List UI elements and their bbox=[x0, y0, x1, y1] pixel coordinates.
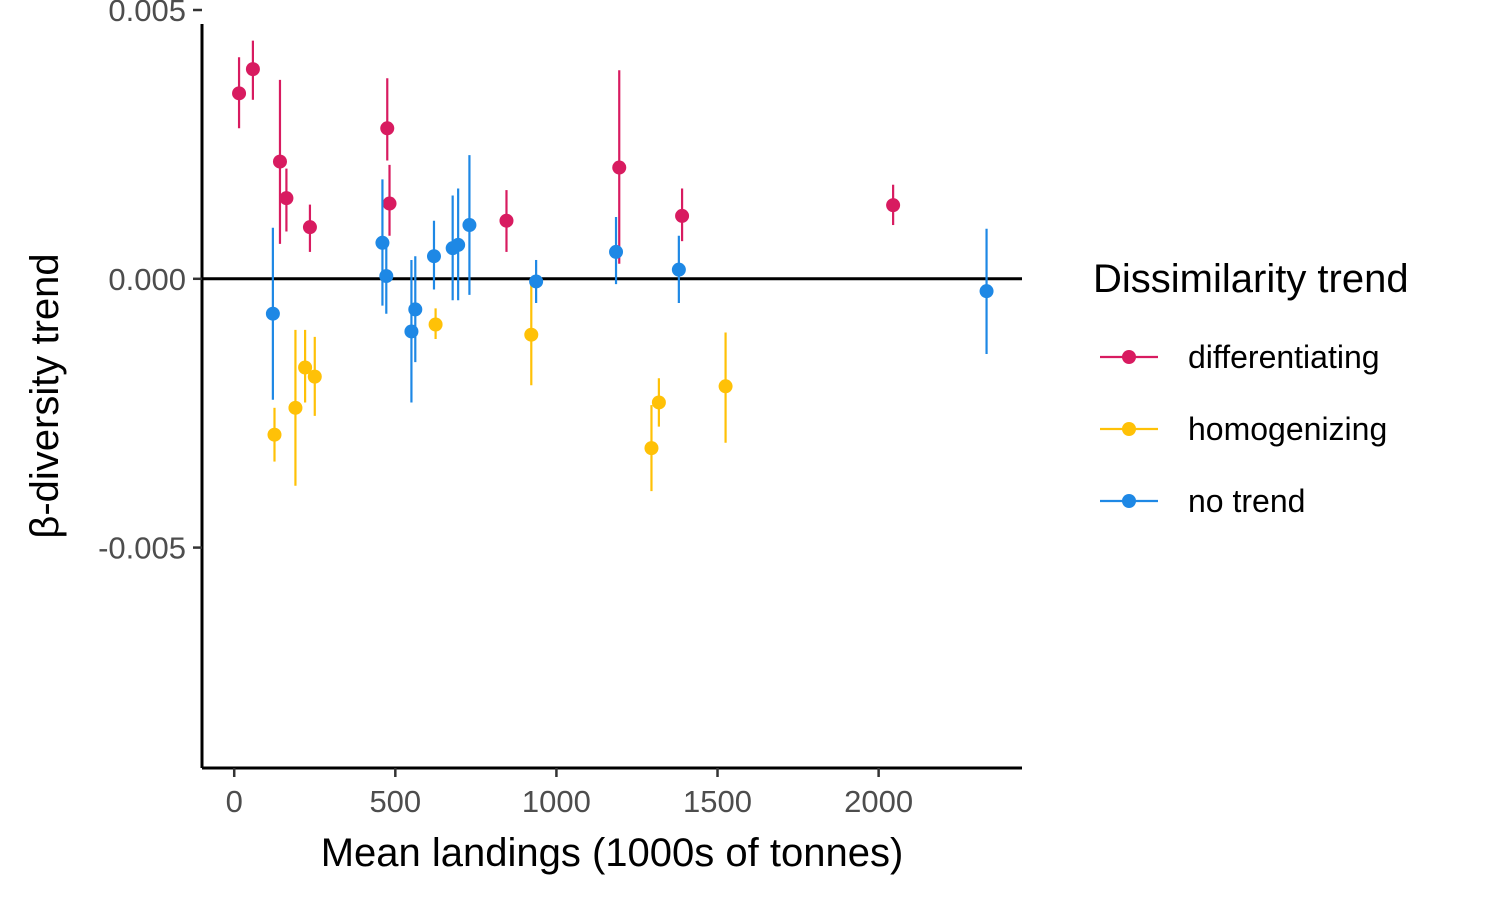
y-axis-title: β-diversity trend bbox=[23, 253, 67, 538]
data-point-homogenizing bbox=[288, 400, 303, 415]
data-point-differentiating bbox=[612, 160, 627, 175]
data-point-no-trend bbox=[375, 235, 390, 250]
data-point-no-trend bbox=[529, 274, 544, 289]
legend: Dissimilarity trend differentiating homog… bbox=[1093, 257, 1409, 519]
data-point-no-trend bbox=[404, 324, 419, 339]
series-no-trend bbox=[265, 155, 994, 403]
y-tick-label: 0.005 bbox=[108, 0, 186, 28]
y-tick-label: -0.005 bbox=[98, 531, 186, 566]
y-tick-label: 0.000 bbox=[108, 262, 186, 297]
data-point-homogenizing bbox=[267, 427, 282, 442]
data-point-differentiating bbox=[675, 208, 690, 223]
data-point-no-trend bbox=[408, 302, 423, 317]
data-point-homogenizing bbox=[307, 369, 322, 384]
data-point-homogenizing bbox=[428, 317, 443, 332]
data-point-no-trend bbox=[609, 244, 624, 259]
x-tick-label: 1500 bbox=[683, 784, 752, 819]
data-point-differentiating bbox=[499, 213, 514, 228]
series-differentiating bbox=[232, 40, 901, 264]
plot-area bbox=[202, 40, 1022, 492]
x-tick-label: 2000 bbox=[844, 784, 913, 819]
legend-title: Dissimilarity trend bbox=[1093, 257, 1409, 301]
legend-item-differentiating: differentiating bbox=[1100, 339, 1380, 375]
data-point-no-trend bbox=[671, 262, 686, 277]
x-tick-label: 0 bbox=[226, 784, 243, 819]
data-point-homogenizing bbox=[651, 395, 666, 410]
x-tick-label: 500 bbox=[369, 784, 421, 819]
data-point-differentiating bbox=[272, 154, 287, 169]
axes: 0 500 1000 1500 2000 0.005 0.000 -0.005 bbox=[98, 0, 1022, 819]
data-point-no-trend bbox=[462, 218, 477, 233]
legend-item-homogenizing: homogenizing bbox=[1100, 411, 1387, 447]
data-point-differentiating bbox=[279, 191, 294, 206]
data-point-no-trend bbox=[426, 249, 441, 264]
data-point-homogenizing bbox=[718, 379, 733, 394]
data-point-differentiating bbox=[886, 198, 901, 213]
legend-label: homogenizing bbox=[1188, 411, 1387, 447]
series-homogenizing bbox=[267, 281, 733, 492]
data-point-differentiating bbox=[245, 62, 260, 77]
data-point-homogenizing bbox=[644, 441, 659, 456]
legend-label: no trend bbox=[1188, 483, 1305, 519]
legend-key-dot bbox=[1122, 494, 1136, 508]
data-point-no-trend bbox=[265, 306, 280, 321]
data-point-no-trend bbox=[451, 237, 466, 252]
legend-label: differentiating bbox=[1188, 339, 1380, 375]
x-axis-title: Mean landings (1000s of tonnes) bbox=[321, 831, 904, 875]
data-point-homogenizing bbox=[524, 327, 539, 342]
legend-item-no-trend: no trend bbox=[1100, 483, 1305, 519]
data-point-no-trend bbox=[379, 269, 394, 284]
data-point-differentiating bbox=[380, 121, 395, 136]
data-point-no-trend bbox=[979, 284, 994, 299]
data-point-homogenizing bbox=[298, 360, 313, 375]
x-tick-label: 1000 bbox=[522, 784, 591, 819]
data-point-differentiating bbox=[302, 220, 317, 235]
legend-key-dot bbox=[1122, 350, 1136, 364]
data-point-differentiating bbox=[232, 86, 247, 101]
legend-key-dot bbox=[1122, 422, 1136, 436]
data-point-differentiating bbox=[382, 196, 397, 211]
